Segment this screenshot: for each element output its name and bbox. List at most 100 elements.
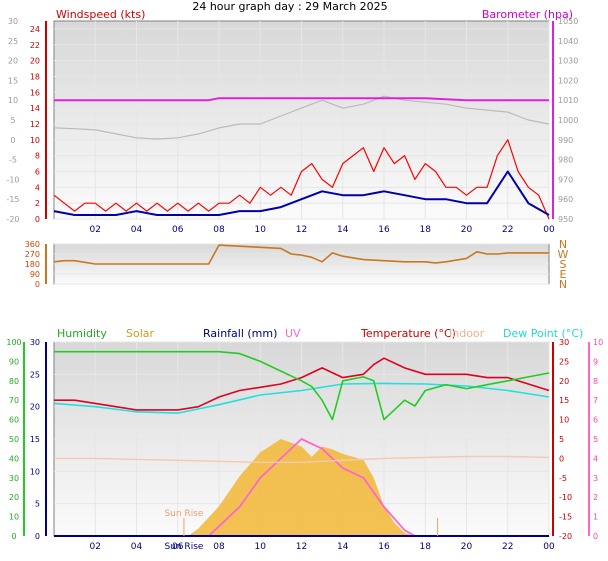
temperature-tick-label: 20 (559, 377, 569, 386)
barometer-tick-label: 1050 (558, 17, 578, 26)
temperature-tick-label: -15 (559, 513, 572, 522)
direction-series-line (53, 244, 549, 265)
windspeed-tick-label: 6 (35, 167, 40, 176)
grey-axis-tick-label: 15 (8, 76, 18, 85)
windspeed-tick-label: 12 (30, 120, 40, 129)
humidity-tick-label: 90 (9, 357, 19, 366)
temperature-tick-label: 30 (559, 338, 569, 347)
grey-axis-tick-label: -5 (9, 156, 17, 165)
windspeed-tick-label: 14 (30, 104, 40, 113)
humidity-tick-label: 10 (9, 513, 19, 522)
wind-x-tick-label: 00 (543, 225, 555, 235)
solar-area (188, 439, 415, 536)
temperature-series-line (54, 357, 550, 411)
sunrise-axis-label: Sun Rise (164, 542, 203, 552)
grey-axis-tick-label: 10 (8, 96, 18, 105)
wind-x-tick-label: 02 (90, 225, 101, 235)
rainfall-tick-label: 30 (30, 338, 40, 347)
windspeed-tick-label: 22 (30, 41, 40, 50)
legend-item: Humidity (57, 327, 107, 340)
barometer-label: Barometer (hpa) (482, 8, 573, 21)
temperature-tick-label: 0 (559, 454, 564, 463)
compass-tick-label: S (560, 258, 567, 271)
climate-x-tick-label: 14 (337, 542, 349, 552)
uv-tick-label: 6 (593, 416, 598, 425)
barometer-tick-label: 1020 (558, 76, 578, 85)
windspeed-tick-label: 24 (30, 25, 40, 34)
climate-x-tick-label: 12 (296, 542, 307, 552)
chart-layer: 02 04 06 08 10 12 14 16 18 20 22 000246810121416182… (6, 8, 603, 552)
wind-x-tick-label: 14 (337, 225, 349, 235)
barometer-tick-label: 1030 (558, 57, 578, 66)
rainfall-tick-label: 25 (30, 370, 40, 379)
rainfall-tick-label: 15 (30, 435, 40, 444)
uv-tick-label: 9 (593, 357, 598, 366)
wind-x-tick-label: 22 (502, 225, 513, 235)
humidity-series-line (54, 350, 550, 421)
temperature-tick-label: 10 (559, 416, 569, 425)
wind-x-tick-label: 10 (255, 225, 267, 235)
legend-item: Dew Point (°C) (503, 327, 583, 340)
windspeed-tick-label: 18 (30, 72, 40, 81)
direction-tick-label: 0 (35, 280, 40, 289)
humidity-tick-label: 70 (9, 396, 19, 405)
barometer-tick-label: 1000 (558, 116, 578, 125)
humidity-tick-label: 0 (11, 532, 16, 541)
windspeed-tick-label: 4 (35, 183, 40, 192)
grey-axis-tick-label: -15 (6, 195, 19, 204)
climate-x-tick-label: 18 (420, 542, 432, 552)
barometer-tick-label: 960 (558, 195, 573, 204)
barometer-tick-label: 970 (558, 175, 573, 184)
direction-tick-label: 180 (25, 260, 40, 269)
grey-axis-tick-label: 5 (10, 116, 15, 125)
grey-axis-tick-label: 0 (10, 136, 15, 145)
uv-tick-label: 5 (593, 435, 598, 444)
graph-title: 24 hour graph day : 29 March 2025 (192, 0, 387, 13)
humidity-tick-label: 80 (9, 377, 19, 386)
uv-tick-label: 0 (593, 532, 598, 541)
climate-x-tick-label: 00 (543, 542, 555, 552)
uv-series-line (208, 438, 416, 537)
legend-item: Indoor (449, 327, 485, 340)
wind-x-tick-label: 18 (420, 225, 432, 235)
humidity-tick-label: 60 (9, 416, 19, 425)
rainfall-tick-label: 10 (30, 467, 40, 476)
windspeed-tick-label: 20 (30, 57, 40, 66)
grey-axis-tick-label: -10 (6, 175, 19, 184)
direction-tick-label: 270 (25, 250, 40, 259)
temperature-tick-label: -20 (559, 532, 572, 541)
uv-tick-label: 3 (593, 474, 598, 483)
wind-x-tick-label: 16 (378, 225, 390, 235)
rainfall-tick-label: 0 (35, 532, 40, 541)
humidity-tick-label: 40 (9, 454, 19, 463)
barometer-tick-label: 1040 (558, 37, 578, 46)
temperature-tick-label: 25 (559, 357, 569, 366)
uv-tick-label: 1 (593, 513, 598, 522)
windspeed-tick-label: 2 (35, 199, 40, 208)
grey-axis-tick-label: 30 (8, 17, 18, 26)
climate-x-tick-label: 08 (213, 542, 225, 552)
barometer-tick-label: 1010 (558, 96, 578, 105)
wind-x-tick-label: 12 (296, 225, 307, 235)
climate-x-tick-label: 02 (90, 542, 101, 552)
temperature-tick-label: 15 (559, 396, 569, 405)
grey-axis-tick-label: 20 (8, 57, 18, 66)
rainfall-tick-label: 20 (30, 403, 40, 412)
rainfall-tick-label: 5 (35, 500, 40, 509)
grey-axis-tick-label: -20 (6, 215, 19, 224)
climate-x-tick-label: 10 (255, 542, 267, 552)
direction-tick-label: 90 (30, 270, 40, 279)
legend-item: Rainfall (mm) (203, 327, 277, 340)
legend-item: UV (285, 327, 301, 340)
uv-tick-label: 2 (593, 493, 598, 502)
temperature-tick-label: -5 (559, 474, 567, 483)
grey-axis-tick-label: 25 (8, 37, 18, 46)
barometer-tick-label: 950 (558, 215, 573, 224)
avg-wind-series-line (53, 170, 550, 216)
compass-tick-label: W (558, 248, 569, 261)
direction-tick-label: 360 (25, 240, 40, 249)
uv-tick-label: 4 (593, 454, 598, 463)
wind-x-tick-label: 20 (461, 225, 473, 235)
legend-item: Solar (126, 327, 155, 340)
